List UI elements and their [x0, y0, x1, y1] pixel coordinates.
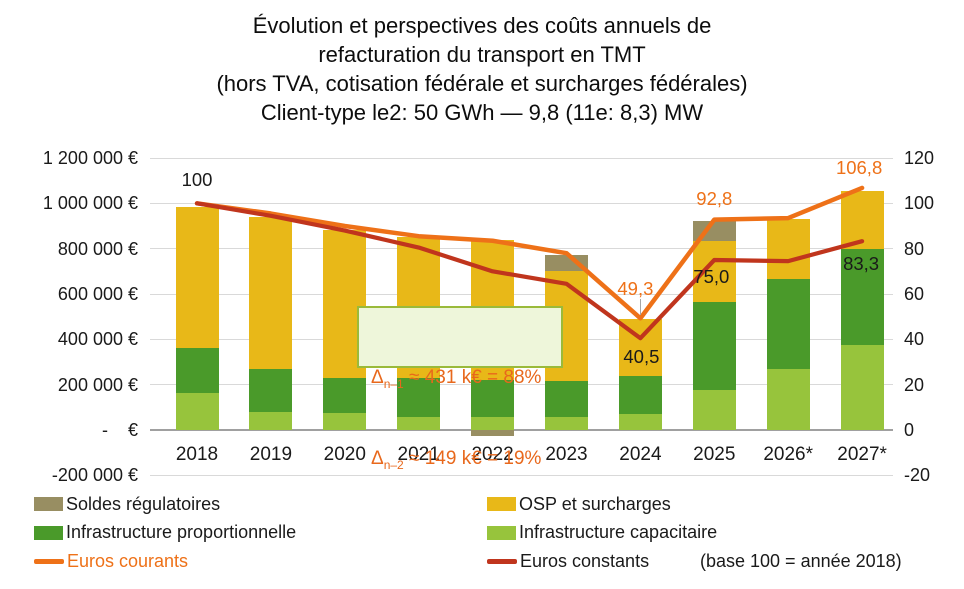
y-axis-label-right: 40 [904, 329, 925, 350]
y-axis-label-right: 0 [904, 420, 915, 440]
legend-line-swatch [34, 558, 64, 564]
bar-segment-infra_prop [618, 376, 662, 414]
legend-color-swatch [487, 497, 516, 511]
legend-label: Euros courants [67, 550, 189, 571]
legend-item-infra_prop: Infrastructure proportionnelle [34, 522, 297, 543]
delta-annotation-box: Δn–1 ≈ 431 k€ = 88% Δn–2 ≈ 149 k€ = 19% [357, 306, 563, 471]
legend-label: Euros constants [520, 550, 650, 571]
y-axis-label-left: - € [101, 420, 138, 440]
x-axis-label: 2024 [619, 444, 662, 465]
chart-title: Évolution et perspectives des coûts annu… [0, 11, 964, 127]
chart-title-line2: refacturation du transport en TMT [318, 42, 646, 67]
bar-segment-infra_prop [545, 381, 588, 418]
x-axis-label: 2025 [693, 444, 736, 465]
legend-item-euros_constants: Euros constants [487, 551, 649, 571]
bar-segment-soldes [545, 255, 588, 271]
data-label-100: 100 [181, 169, 213, 191]
y-axis-label-left: 200 000 € [57, 374, 138, 395]
y-axis-label-right: 80 [904, 238, 925, 259]
legend-base-note: (base 100 = année 2018) [700, 551, 902, 571]
x-axis-label: 2019 [249, 444, 293, 465]
chart-title-line1: Évolution et perspectives des coûts annu… [252, 13, 712, 38]
x-axis-label: 2020 [323, 444, 366, 465]
x-axis-label: 2022 [471, 444, 514, 465]
legend-label: Infrastructure capacitaire [519, 522, 718, 542]
x-axis-label: 2027* [837, 444, 887, 465]
gridline [150, 474, 893, 476]
data-label-49-3: 49,3 [617, 278, 654, 300]
x-axis-label: 2026* [763, 444, 814, 465]
legend-color-swatch [487, 525, 516, 540]
bar-segment-osp [692, 240, 736, 303]
delta-annotation-line2: Δn–2 ≈ 149 k€ = 19% [371, 448, 542, 472]
legend-item-osp: OSP et surcharges [487, 494, 671, 514]
data-label-106-8: 106,8 [835, 156, 883, 178]
bar-segment-infra_prop [249, 369, 293, 412]
bar-segment-infra_cap [249, 411, 293, 430]
y-axis-label-right: -20 [904, 465, 931, 486]
x-axis-label: 2021 [397, 444, 440, 465]
line-euros-constants [194, 201, 865, 341]
chart-title-line3: (hors TVA, cotisation fédérale et surcha… [216, 71, 748, 96]
bar-segment-infra_prop [175, 347, 219, 394]
bar-segment-osp [175, 206, 219, 348]
chart-title-line4: Client-type le2: 50 GWh — 9,8 (11e: 8,3)… [260, 100, 704, 125]
legend-item-soldes: Soldes régulatoires [34, 494, 220, 514]
legend-label: OSP et surcharges [519, 493, 671, 514]
gridline [150, 384, 893, 386]
bar-segment-infra_prop [323, 377, 367, 414]
bar-segment-infra_prop [692, 302, 736, 390]
bar-segment-infra_prop [397, 377, 441, 417]
legend-item-euros_courants: Euros courants [34, 551, 188, 571]
bar-segment-infra_cap [397, 416, 441, 430]
data-label-92-8: 92,8 [696, 187, 733, 209]
bar-segment-infra_cap [618, 413, 662, 430]
bar-segment-infra_prop [471, 379, 515, 417]
y-axis-label-left: 1 000 000 € [42, 193, 138, 214]
data-label-40-5: 40,5 [623, 346, 660, 368]
y-axis-label-right: 120 [904, 148, 935, 168]
bar-segment-infra_cap [545, 417, 588, 430]
bar-segment-infra_cap [175, 393, 219, 430]
bar-segment-infra_cap [323, 413, 367, 430]
y-axis-label-right: 20 [904, 374, 925, 395]
y-axis-label-left: 800 000 € [57, 238, 138, 259]
y-axis-label-left: 600 000 € [57, 284, 138, 304]
gridline [150, 293, 893, 295]
data-label-83-3: 83,3 [843, 253, 880, 275]
delta-annotation-line1: Δn–1 ≈ 431 k€ = 88% [371, 367, 542, 391]
bar-segment-osp [766, 219, 810, 279]
bar-segment-infra_cap [692, 389, 736, 430]
bar-segment-soldes [471, 430, 515, 437]
gridline [150, 248, 893, 250]
bar-segment-osp [249, 216, 293, 370]
legend-color-swatch [34, 497, 63, 511]
y-axis-label-right: 60 [904, 284, 925, 304]
bar-segment-infra_prop [766, 278, 810, 370]
bar-segment-infra_prop [840, 249, 884, 346]
y-axis-label-right: 100 [904, 193, 935, 214]
x-axis-line [150, 429, 893, 431]
line-euros-courants [194, 185, 865, 321]
y-axis-label-left: 1 200 000 € [42, 148, 138, 168]
x-axis-label: 2018 [175, 444, 219, 465]
legend-item-infra_cap: Infrastructure capacitaire [487, 522, 718, 543]
bar-segment-infra_cap [471, 416, 515, 430]
data-label-75-0: 75,0 [693, 266, 730, 287]
legend-color-swatch [34, 525, 63, 540]
legend-label: Soldes régulatoires [66, 493, 221, 514]
bar-segment-infra_cap [766, 369, 810, 430]
gridline [150, 157, 893, 159]
legend-line-swatch [487, 558, 517, 564]
bar-segment-infra_cap [840, 345, 884, 430]
gridline [150, 202, 893, 204]
y-axis-label-left: -200 000 € [51, 465, 138, 486]
label-leader-line [640, 299, 642, 316]
x-axis-label: 2023 [545, 444, 588, 465]
y-axis-label-left: 400 000 € [57, 329, 138, 350]
legend-label: Infrastructure proportionnelle [66, 522, 297, 542]
